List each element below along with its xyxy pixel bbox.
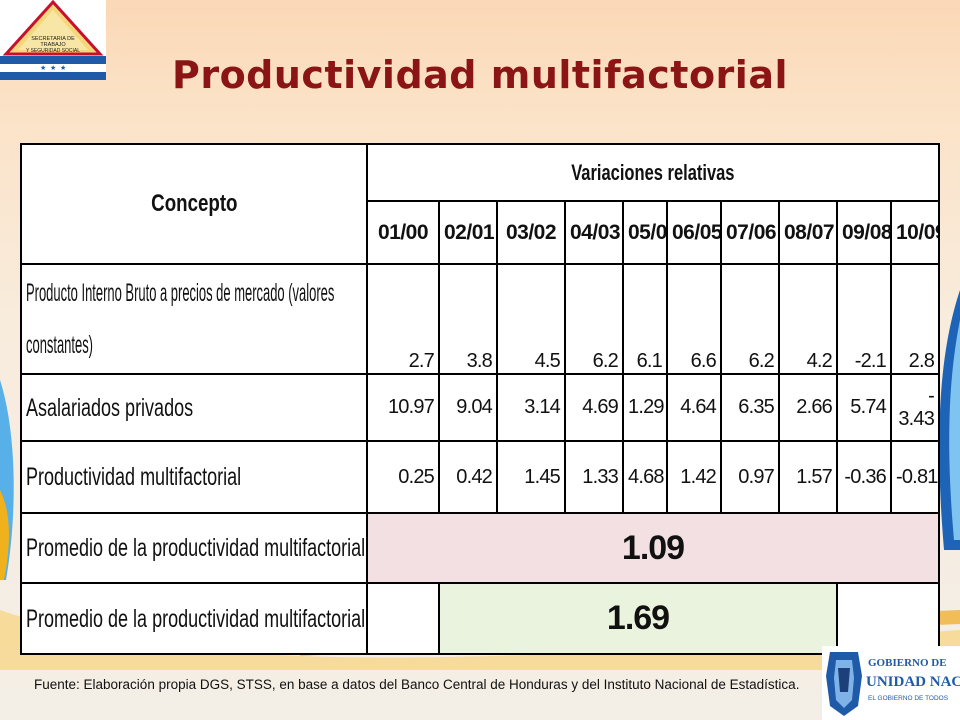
header-row-top: Concepto Variaciones relativas <box>20 143 941 265</box>
row-label-line: constantes) <box>26 331 94 359</box>
header-variaciones: Variaciones relativas <box>365 143 941 202</box>
row-label-asalariados: Asalariados privados <box>20 373 368 442</box>
average-value-2002-2008: 1.69 <box>438 582 838 655</box>
year-header: 07/06 <box>720 200 780 265</box>
value-cell: 5.74 <box>836 373 892 442</box>
svg-text:UNIDAD NACIONAL: UNIDAD NACIONAL <box>866 674 960 690</box>
table-row: Promedio de la productividad multifactor… <box>20 512 941 584</box>
row-label-line: Productividad multifactorial <box>26 463 242 491</box>
year-header: 01/00 <box>366 200 440 265</box>
year-header: 06/05 <box>666 200 722 265</box>
value-cell: -2.1 <box>836 263 892 375</box>
year-header: 09/08 <box>836 200 892 265</box>
productivity-table: Concepto Variaciones relativas 01/00 02/… <box>20 143 941 655</box>
year-header: 10/09 <box>889 200 941 265</box>
empty-cell <box>835 582 941 655</box>
value-cell: 0.25 <box>366 440 440 514</box>
value-cell: 0.42 <box>438 440 498 514</box>
year-header: 05/04 <box>622 200 668 265</box>
value-cell: 4.2 <box>778 263 838 375</box>
value-cell: 1.45 <box>496 440 566 514</box>
year-header: 02/01 <box>438 200 498 265</box>
value-cell: - 3.43 <box>889 373 941 442</box>
table-row: Asalariados privados 10.97 9.04 3.14 4.6… <box>20 373 941 442</box>
svg-text:★: ★ <box>40 64 46 72</box>
value-cell: 1.42 <box>666 440 722 514</box>
value-cell: 2.66 <box>778 373 838 442</box>
table-row: Productividad multifactorial 0.25 0.42 1… <box>20 440 941 514</box>
table-row: Producto Interno Bruto a precios de merc… <box>20 263 941 375</box>
value-cell: 6.2 <box>564 263 624 375</box>
value-cell: 4.5 <box>496 263 566 375</box>
value-cell: 1.33 <box>564 440 624 514</box>
header-concepto-cell: Concepto <box>20 143 368 265</box>
header-row-years: 01/00 02/01 03/02 04/03 05/04 06/05 07/0… <box>21 200 941 265</box>
value-cell: 1.29 <box>622 373 668 442</box>
svg-text:GOBIERNO DE: GOBIERNO DE <box>868 657 947 669</box>
svg-text:EL GOBIERNO DE TODOS: EL GOBIERNO DE TODOS <box>868 695 949 702</box>
value-cell: 2.8 <box>889 263 941 375</box>
value-cell: 4.68 <box>622 440 668 514</box>
svg-text:Y SEGURIDAD SOCIAL: Y SEGURIDAD SOCIAL <box>26 48 80 54</box>
stss-logo: SECRETARIA DE TRABAJO Y SEGURIDAD SOCIAL… <box>0 0 106 80</box>
value-cell: 10.97 <box>366 373 440 442</box>
value-cell: 6.35 <box>720 373 780 442</box>
decorative-swoosh-right <box>939 290 960 550</box>
decorative-swoosh-left <box>0 380 14 580</box>
row-label-pib: Producto Interno Bruto a precios de merc… <box>20 263 368 375</box>
value-cell: 3.8 <box>438 263 498 375</box>
year-header: 08/07 <box>778 200 838 265</box>
row-label-promedio-2002-2008: Promedio de la productividad multifactor… <box>20 582 368 655</box>
row-label-line: Asalariados privados <box>26 393 194 422</box>
value-cell: 1.57 <box>778 440 838 514</box>
source-note: Fuente: Elaboración propia DGS, STSS, en… <box>34 677 800 692</box>
gobierno-unidad-nacional-logo: GOBIERNO DE UNIDAD NACIONAL EL GOBIERNO … <box>822 646 960 720</box>
svg-text:SECRETARIA DE: SECRETARIA DE <box>31 36 75 42</box>
year-header: 03/02 <box>496 200 566 265</box>
row-label-promedio-2000-2010: Promedio de la productividad multifactor… <box>20 512 368 584</box>
svg-text:★: ★ <box>50 64 56 72</box>
value-cell: 3.14 <box>496 373 566 442</box>
svg-text:TRABAJO: TRABAJO <box>40 42 66 48</box>
row-label-line: Promedio de la productividad multifactor… <box>26 604 366 633</box>
value-cell: 0.97 <box>720 440 780 514</box>
row-label-line: Promedio de la productividad multifactor… <box>26 534 366 562</box>
average-value-2000-2010: 1.09 <box>365 512 941 584</box>
value-cell: 6.1 <box>622 263 668 375</box>
value-cell: 6.2 <box>720 263 780 375</box>
value-cell: 9.04 <box>438 373 498 442</box>
value-cell: 2.7 <box>366 263 440 375</box>
header-concepto: Concepto <box>150 190 238 217</box>
year-header: 04/03 <box>564 200 624 265</box>
row-label-line: Producto Interno Bruto a precios de merc… <box>26 279 335 307</box>
svg-text:★: ★ <box>60 64 66 72</box>
row-label-productividad: Productividad multifactorial <box>20 440 368 514</box>
value-cell: -0.81 <box>889 440 941 514</box>
table-row: Promedio de la productividad multifactor… <box>20 582 941 655</box>
value-cell: 6.6 <box>666 263 722 375</box>
empty-cell <box>366 582 440 655</box>
page-title: Productividad multifactorial <box>171 53 788 97</box>
header-variaciones-label: Variaciones relativas <box>571 159 735 185</box>
value-cell: 4.64 <box>666 373 722 442</box>
value-cell: -0.36 <box>836 440 892 514</box>
value-cell: 4.69 <box>564 373 624 442</box>
